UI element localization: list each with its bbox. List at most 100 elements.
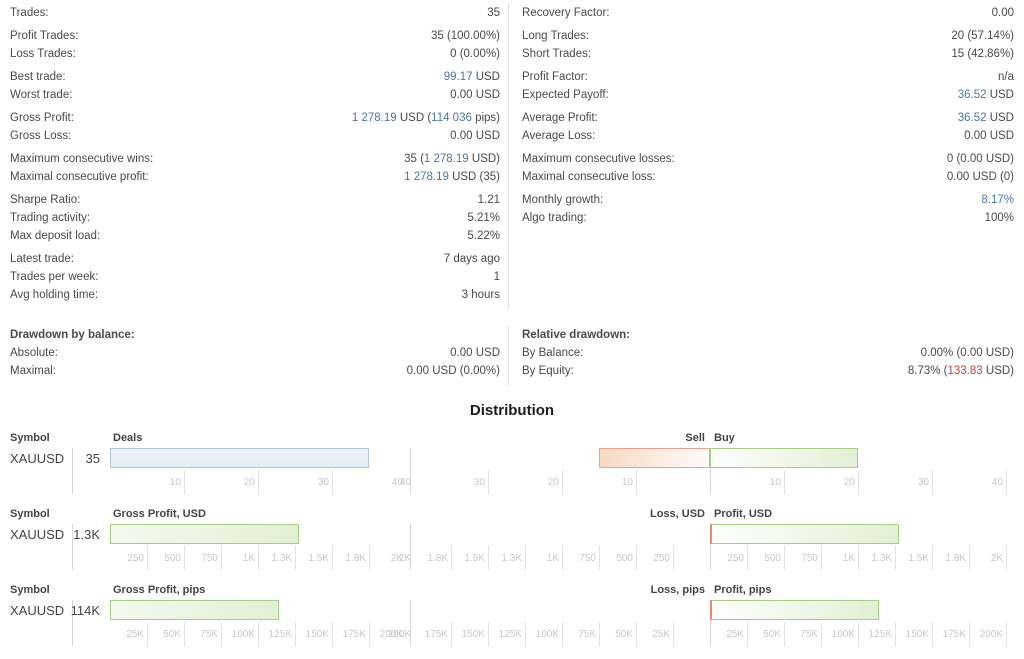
axis-tick-label: 250 [127, 553, 144, 564]
stat-value-segment: 0.00 USD [450, 347, 500, 359]
stat-value-segment: 15 (42.86%) [951, 48, 1014, 60]
stat-row: By Equity: 8.73% (133.83 USD) [522, 362, 1014, 380]
stat-row: Trading activity: 5.21% [10, 209, 500, 227]
stat-value: 35 [487, 4, 500, 22]
positive-side-header: Profit, pips [714, 584, 772, 596]
stat-value-segment: n/a [998, 71, 1014, 83]
axis-tick-label: 10 [169, 477, 181, 488]
axis-tick-label: 1.5K [308, 553, 329, 564]
drawdown-section: Drawdown by balance: Absolute: 0.00 USD Max… [0, 326, 1024, 385]
stat-group: Maximum consecutive losses: 0 (0.00 USD) M… [522, 150, 1014, 186]
axis-tick-label: 500 [164, 553, 181, 564]
stat-value: 0.00 USD [450, 344, 500, 362]
axis-tick-label: 1.5K [464, 553, 485, 564]
axis-tick-line [858, 622, 859, 646]
symbol-value-label: 1.3K [73, 527, 100, 542]
stat-row: Average Loss: 0.00 USD [522, 127, 1014, 145]
stat-label: Worst trade: [10, 89, 73, 101]
stat-value-segment: 35 ( [404, 153, 424, 165]
symbol-label: XAUUSD [10, 451, 65, 466]
stat-row: Drawdown by balance: [10, 326, 500, 344]
stat-value: 36.52 USD [958, 109, 1014, 127]
axis-tick-line [599, 622, 600, 646]
drawdown-column-right: Relative drawdown: By Balance: 0.00% (0.00… [508, 326, 1024, 385]
stat-label: Trading activity: [10, 212, 91, 224]
axis-tick-line [184, 622, 185, 646]
axis-tick-line [784, 622, 785, 646]
axis-divider-line [72, 448, 73, 494]
symbol-column-header: Symbol [10, 432, 50, 444]
stat-label: Max deposit load: [10, 230, 101, 242]
stat-group: Maximum consecutive wins: 35 (1 278.19 US… [10, 150, 500, 186]
stat-group: Gross Profit: 1 278.19 USD (114 036 pips)… [10, 109, 500, 145]
stat-row: Maximum consecutive wins: 35 (1 278.19 US… [10, 150, 500, 168]
stat-row: Maximum consecutive losses: 0 (0.00 USD) [522, 150, 1014, 168]
axis-tick-label: 500 [764, 553, 781, 564]
axis-tick-line [488, 470, 489, 494]
stat-value-segment: 36.52 [957, 89, 987, 101]
axis-divider-line [410, 600, 411, 646]
stat-label: Algo trading: [522, 212, 587, 224]
stat-group: Relative drawdown: By Balance: 0.00% (0.00… [522, 326, 1014, 380]
stat-value-segment: 5.22% [467, 230, 500, 242]
axis-tick-label: 40 [991, 477, 1003, 488]
stat-value-segment: 35 (100.00%) [430, 30, 500, 42]
negative-side-header: Loss, pips [650, 584, 705, 596]
axis-divider-line [410, 448, 411, 494]
axis-tick-label: 20 [843, 477, 855, 488]
stat-value-segment: 0.00 USD [450, 89, 500, 101]
stat-row: Recovery Factor: 0.00 [522, 4, 1014, 22]
stat-row: Best trade: 99.17 USD [10, 68, 500, 86]
stat-value: 99.17 USD [444, 68, 500, 86]
axis-tick-label: 1.5K [908, 553, 929, 564]
stats-section: Trades: 35 Profit Trades: 35 (100.00%) Loss … [0, 0, 1024, 309]
axis-tick-line [258, 622, 259, 646]
axis-tick-label: 200K [387, 629, 411, 640]
stat-value: 15 (42.86%) [951, 45, 1014, 63]
stat-value-segment: 1 [493, 271, 500, 283]
stat-value-segment: 0 (0.00 USD) [946, 153, 1014, 165]
axis-tick-label: 1K [546, 553, 559, 564]
axis-tick-label: 1.8K [345, 553, 366, 564]
symbol-column-header: Symbol [10, 508, 50, 520]
stat-value-segment: 35 [487, 7, 500, 19]
axis-tick-line [599, 546, 600, 570]
axis-tick-label: 75K [578, 629, 596, 640]
axis-tick-label: 150K [305, 629, 329, 640]
stat-group: Recovery Factor: 0.00 [522, 4, 1014, 22]
stat-label: Maximum consecutive losses: [522, 153, 675, 165]
stat-value: 0 (0.00 USD) [947, 150, 1014, 168]
stat-value: 8.17% [981, 191, 1014, 209]
stat-value: 35 (100.00%) [431, 27, 500, 45]
stat-value-segment: 133.83 [947, 365, 983, 377]
axis-tick-line [258, 546, 259, 570]
stat-group: Profit Factor: n/a Expected Payoff: 36.52 U… [522, 68, 1014, 104]
axis-tick-label: 175K [342, 629, 366, 640]
stat-row: Gross Profit: 1 278.19 USD (114 036 pips) [10, 109, 500, 127]
stat-row: Expected Payoff: 36.52 USD [522, 86, 1014, 104]
stat-row: By Balance: 0.00% (0.00 USD) [522, 344, 1014, 362]
stat-value: 3 hours [462, 286, 500, 304]
axis-tick-label: 25K [726, 629, 744, 640]
distribution-row: Symbol Deals Sell Buy XAUUSD 35 10 20 30 40 10 20 30… [0, 431, 1024, 507]
stat-group: Latest trade: 7 days ago Trades per week: 1… [10, 250, 500, 304]
stat-row: Long Trades: 20 (57.14%) [522, 27, 1014, 45]
stat-label: Relative drawdown: [522, 329, 630, 341]
axis-tick-line [258, 470, 259, 494]
symbol-value-label: 114K [70, 603, 100, 618]
negative-side-header: Sell [685, 432, 705, 444]
buy-profit-bar [710, 600, 879, 620]
axis-tick-line [221, 546, 222, 570]
stat-value-segment: 1 278.19 [423, 153, 469, 165]
axis-tick-line [369, 546, 370, 570]
positive-side-header: Profit, USD [714, 508, 773, 520]
stat-label: Long Trades: [522, 30, 590, 42]
left-chart-header: Gross Profit, pips [113, 584, 206, 596]
symbol-label: XAUUSD [10, 527, 65, 542]
axis-tick-line [932, 546, 933, 570]
stat-group: Average Profit: 36.52 USD Average Loss: 0.0… [522, 109, 1014, 145]
stat-row: Max deposit load: 5.22% [10, 227, 500, 245]
stat-label: Short Trades: [522, 48, 592, 60]
axis-tick-label: 1.8K [945, 553, 966, 564]
